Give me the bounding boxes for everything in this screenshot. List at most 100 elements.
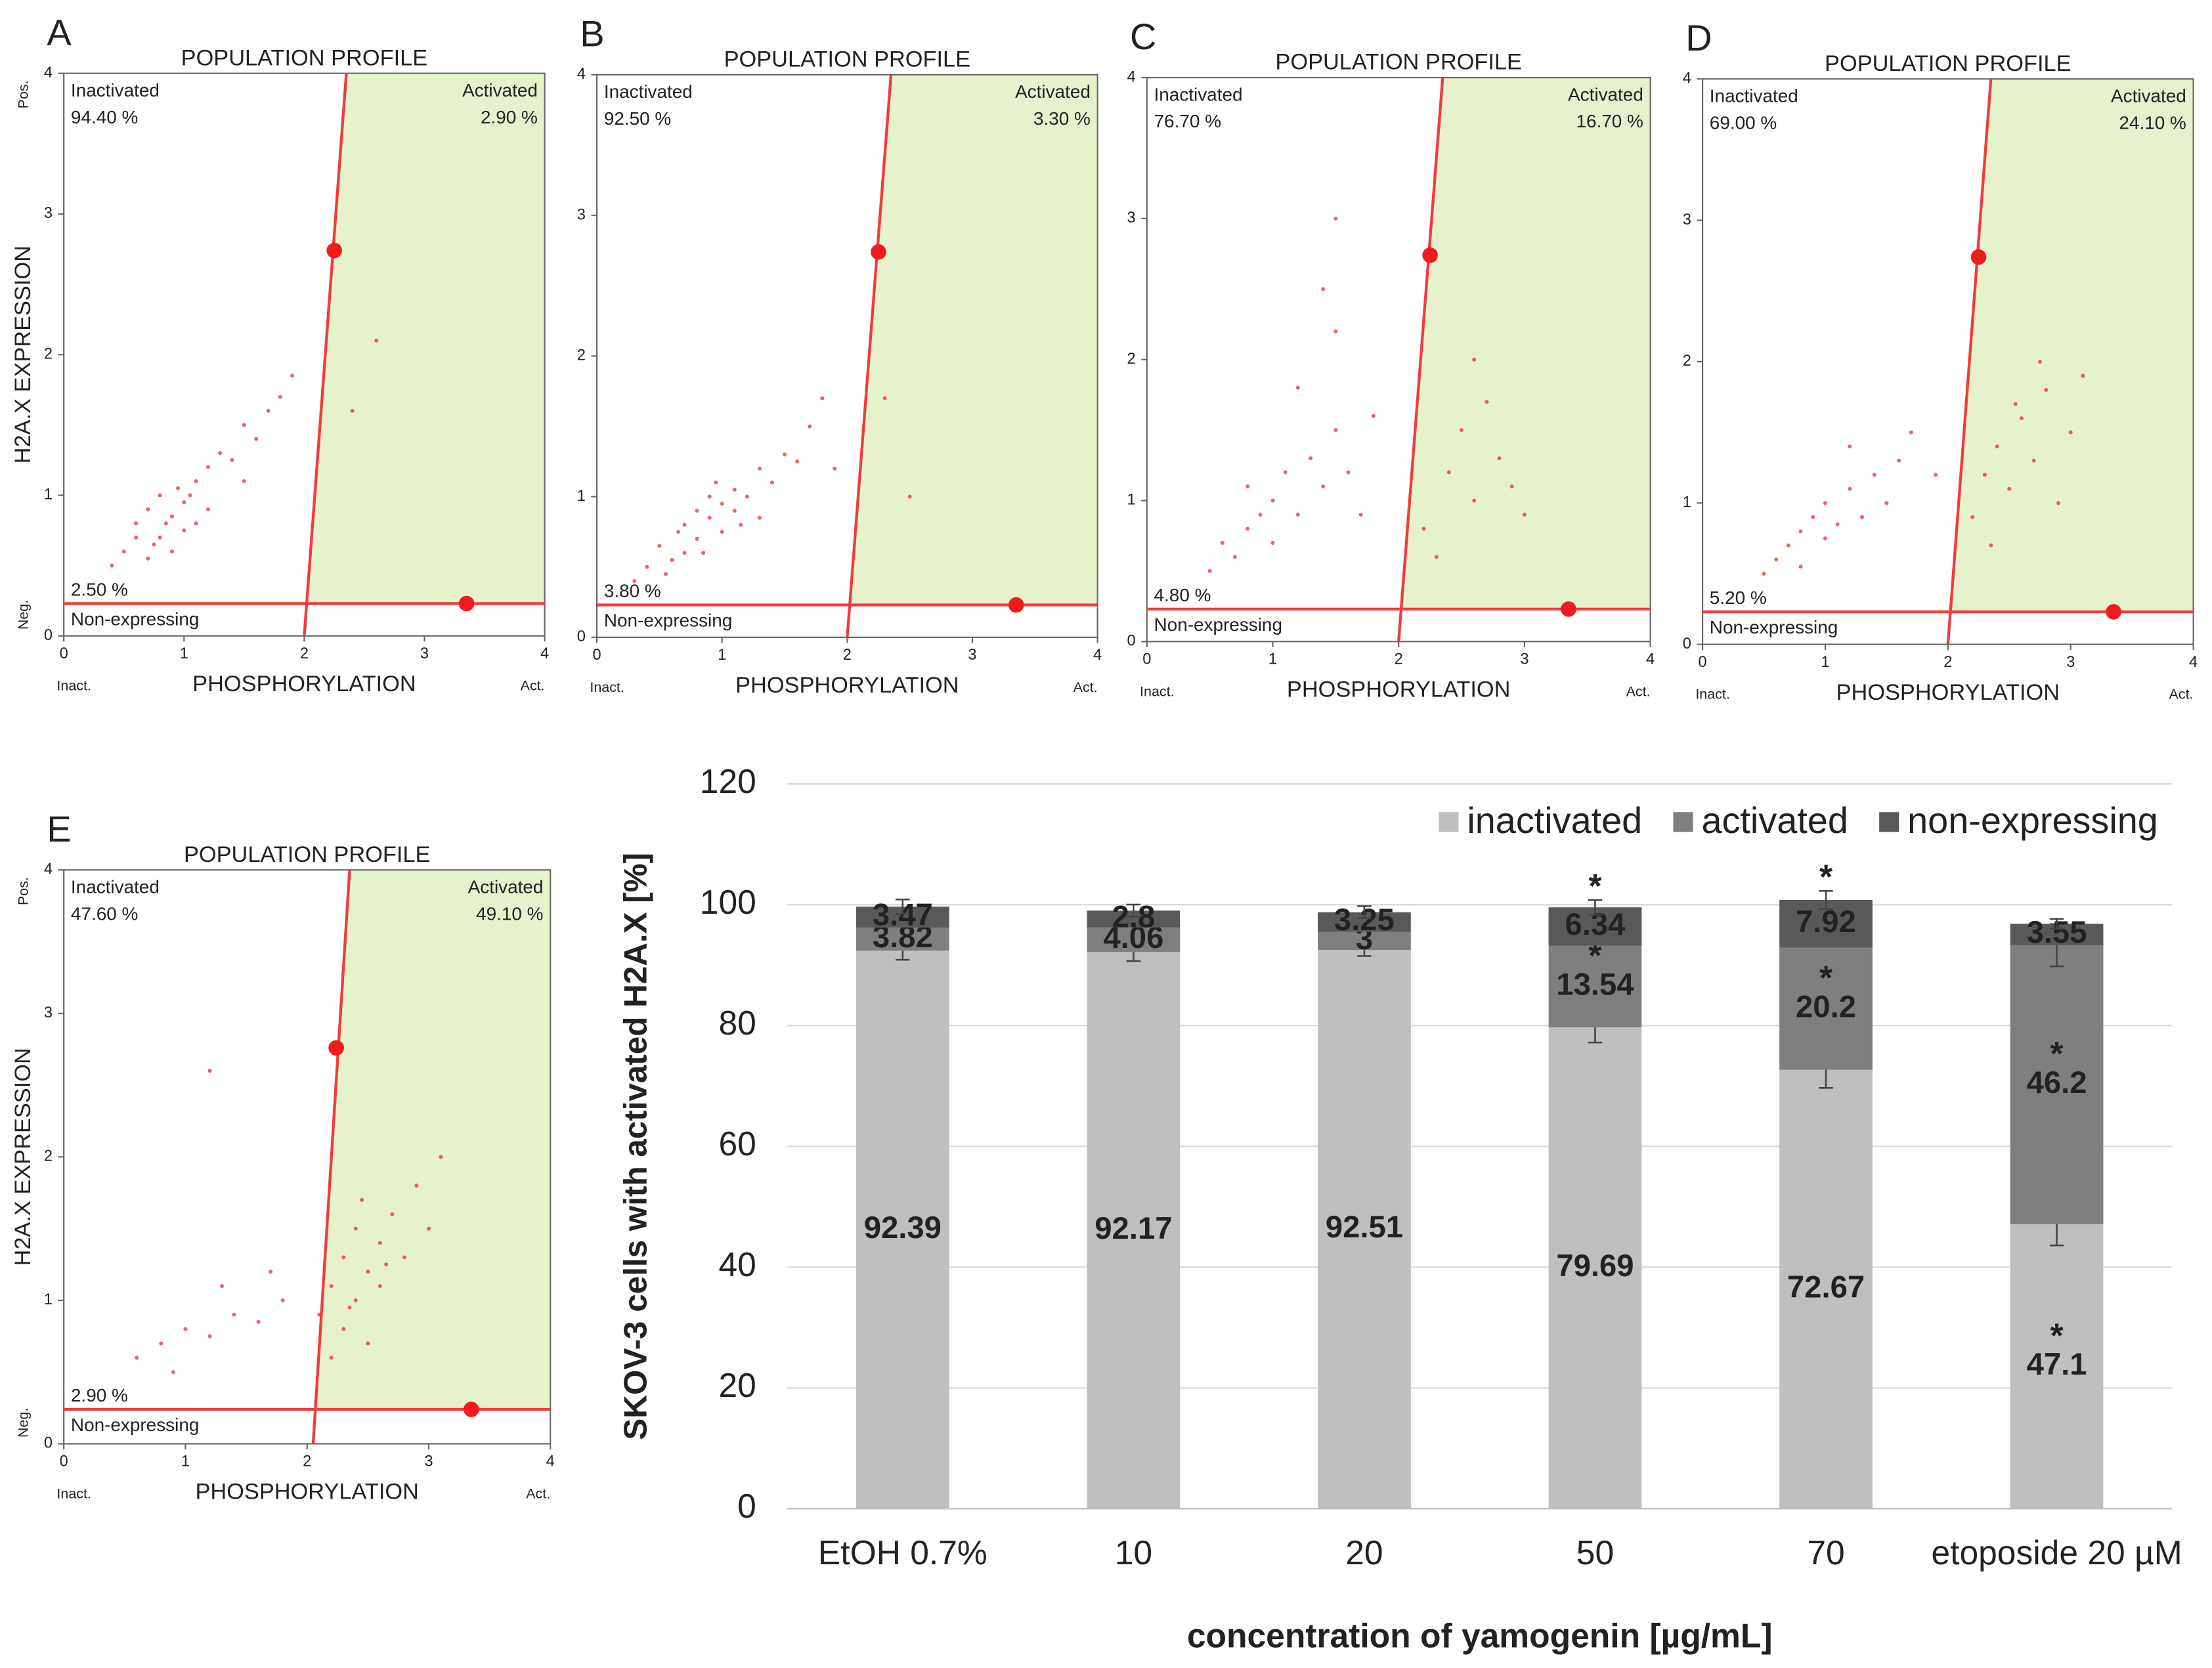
cell-point: [439, 1155, 443, 1159]
cell-point: [176, 486, 181, 490]
cell-point: [158, 493, 162, 498]
value-label: 92.51: [1326, 1210, 1403, 1245]
cell-point: [833, 466, 837, 471]
non-expressing-pct: 2.50 %: [71, 579, 128, 599]
cell-point: [676, 530, 681, 534]
x-axis-title: PHOSPHORYLATION: [1836, 680, 2060, 705]
non-expressing-pct: 5.20 %: [1710, 588, 1767, 608]
cell-point: [278, 395, 282, 399]
x-right-label: Act.: [2169, 687, 2194, 702]
cell-point: [1358, 512, 1363, 517]
x-tick-label: 2: [843, 647, 852, 664]
x-tick-label: 1: [181, 1453, 190, 1470]
legend-swatch: [1879, 812, 1899, 832]
cell-point: [1295, 385, 1300, 390]
non-expressing-pct: 2.90 %: [71, 1385, 128, 1405]
cell-point: [1909, 430, 1913, 435]
inactivated-label: Inactivated: [71, 877, 160, 897]
y-tick-label: 1: [44, 1291, 53, 1308]
cell-point: [739, 523, 743, 527]
x-axis-title: concentration of yamogenin [µg/mL]: [1187, 1617, 1773, 1655]
bar-segment: [2010, 945, 2104, 1224]
x-right-label: Act.: [1073, 679, 1098, 695]
significance-mark: *: [1588, 936, 1602, 974]
activated-label: Activated: [462, 80, 538, 100]
x-tick-label: 0: [593, 647, 601, 664]
cell-point: [745, 494, 749, 499]
cell-point: [1334, 329, 1338, 333]
non-expressing-label: Non-expressing: [1154, 614, 1282, 635]
error-bar: [1357, 905, 1372, 920]
y-tick-label: 4: [44, 861, 53, 878]
x-tick-label: 70: [1807, 1533, 1844, 1572]
x-tick-label: 2: [1943, 654, 1952, 671]
cell-point: [121, 549, 126, 554]
x-tick-label: 4: [1646, 651, 1655, 668]
cell-point: [360, 1197, 364, 1202]
cell-point: [254, 437, 259, 441]
cell-point: [390, 1212, 395, 1216]
cell-point: [135, 1356, 139, 1360]
y-tick-label: 0: [1127, 633, 1135, 650]
cell-point: [663, 572, 668, 576]
significance-mark: *: [1819, 858, 1833, 896]
cell-point: [146, 556, 150, 561]
x-tick-label: 10: [1115, 1533, 1152, 1572]
y-tick-label: 0: [44, 627, 53, 644]
y-tick-label: 4: [44, 64, 53, 81]
significance-mark: *: [2050, 1035, 2064, 1073]
cell-point: [266, 408, 271, 413]
y-tick-label: 1: [44, 486, 53, 503]
value-label: 7.92: [1796, 905, 1856, 939]
cell-point: [194, 521, 198, 526]
cell-point: [163, 521, 168, 526]
value-label: 20.2: [1796, 989, 1856, 1024]
cell-point: [230, 458, 234, 462]
cell-point: [1798, 529, 1803, 534]
value-label: 79.69: [1556, 1249, 1634, 1283]
y-bottom-label: Neg.: [16, 600, 32, 630]
activated-region: [850, 74, 1098, 605]
cell-point: [206, 465, 210, 469]
cell-point: [1497, 456, 1502, 461]
inactivated-pct: 92.50 %: [604, 108, 671, 129]
cell-point: [1246, 526, 1250, 531]
cell-point: [2044, 388, 2049, 393]
value-label: 72.67: [1787, 1270, 1865, 1304]
cell-point: [1295, 512, 1300, 517]
cell-point: [218, 451, 223, 456]
cell-point: [757, 466, 762, 471]
panel-label: C: [1130, 16, 1156, 57]
x-tick-label: 3: [424, 1453, 433, 1470]
cell-point: [152, 542, 156, 547]
gate-vertical: [303, 73, 348, 636]
panel-label: A: [47, 11, 72, 53]
cell-point: [1774, 557, 1779, 562]
bar-segment: [1779, 1069, 1873, 1509]
activated-label: Activated: [1015, 81, 1091, 102]
y-tick-label: 3: [1683, 211, 1691, 228]
gate-handle: [326, 242, 342, 259]
error-bar: [1588, 899, 1603, 916]
y-tick-label: 0: [577, 628, 586, 645]
error-bar: [1126, 903, 1141, 918]
cell-point: [2056, 501, 2061, 505]
cell-point: [256, 1319, 261, 1324]
cell-point: [110, 563, 114, 568]
cell-point: [1989, 543, 1993, 547]
cell-point: [1321, 287, 1326, 291]
activated-region: [315, 870, 551, 1410]
cell-point: [720, 530, 724, 534]
cell-point: [1762, 571, 1766, 576]
gate-vertical: [311, 870, 351, 1444]
legend-swatch: [1439, 812, 1459, 832]
inactivated-pct: 69.00 %: [1710, 112, 1777, 133]
cell-point: [353, 1298, 358, 1302]
cell-point: [2019, 416, 2024, 421]
value-label: 47.1: [2027, 1347, 2087, 1382]
bar-segment: [1548, 945, 1642, 1028]
cell-point: [2031, 458, 2036, 463]
cell-point: [1258, 512, 1263, 517]
cell-point: [2007, 486, 2012, 491]
